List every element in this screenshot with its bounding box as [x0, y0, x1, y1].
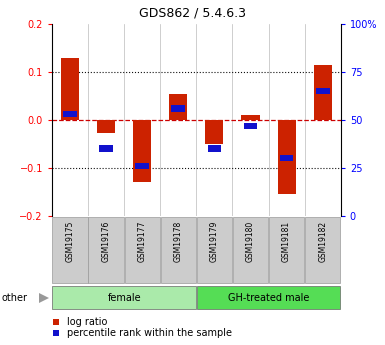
Bar [208, 146, 221, 152]
Text: GSM19180: GSM19180 [246, 220, 255, 262]
Text: female: female [107, 293, 141, 303]
Bar [244, 122, 257, 129]
Text: percentile rank within the sample: percentile rank within the sample [67, 328, 233, 338]
Text: GSM19182: GSM19182 [318, 220, 327, 262]
Text: GSM19176: GSM19176 [102, 220, 110, 262]
FancyBboxPatch shape [89, 217, 124, 283]
Bar [63, 111, 77, 117]
Text: GDS862 / 5.4.6.3: GDS862 / 5.4.6.3 [139, 7, 246, 20]
Bar [205, 120, 223, 144]
Bar [169, 93, 187, 120]
FancyBboxPatch shape [52, 286, 196, 309]
Bar [136, 163, 149, 169]
FancyBboxPatch shape [52, 217, 88, 283]
Bar [280, 155, 293, 161]
FancyBboxPatch shape [161, 217, 196, 283]
Bar [97, 120, 115, 133]
Text: GSM19175: GSM19175 [65, 220, 75, 262]
Text: log ratio: log ratio [67, 317, 108, 326]
Bar [61, 58, 79, 120]
FancyBboxPatch shape [197, 217, 232, 283]
Bar [133, 120, 151, 182]
Bar [241, 115, 259, 120]
FancyBboxPatch shape [233, 217, 268, 283]
FancyBboxPatch shape [124, 217, 160, 283]
Text: GSM19179: GSM19179 [210, 220, 219, 262]
Text: GH-treated male: GH-treated male [228, 293, 309, 303]
Bar [278, 120, 296, 194]
Text: other: other [2, 293, 28, 303]
Bar [171, 105, 185, 111]
FancyBboxPatch shape [305, 217, 340, 283]
Text: GSM19177: GSM19177 [138, 220, 147, 262]
FancyBboxPatch shape [269, 217, 304, 283]
FancyBboxPatch shape [197, 286, 340, 309]
Text: GSM19181: GSM19181 [282, 220, 291, 262]
Bar [314, 65, 332, 120]
Text: GSM19178: GSM19178 [174, 220, 183, 262]
Bar [316, 88, 330, 94]
Bar [99, 146, 113, 152]
